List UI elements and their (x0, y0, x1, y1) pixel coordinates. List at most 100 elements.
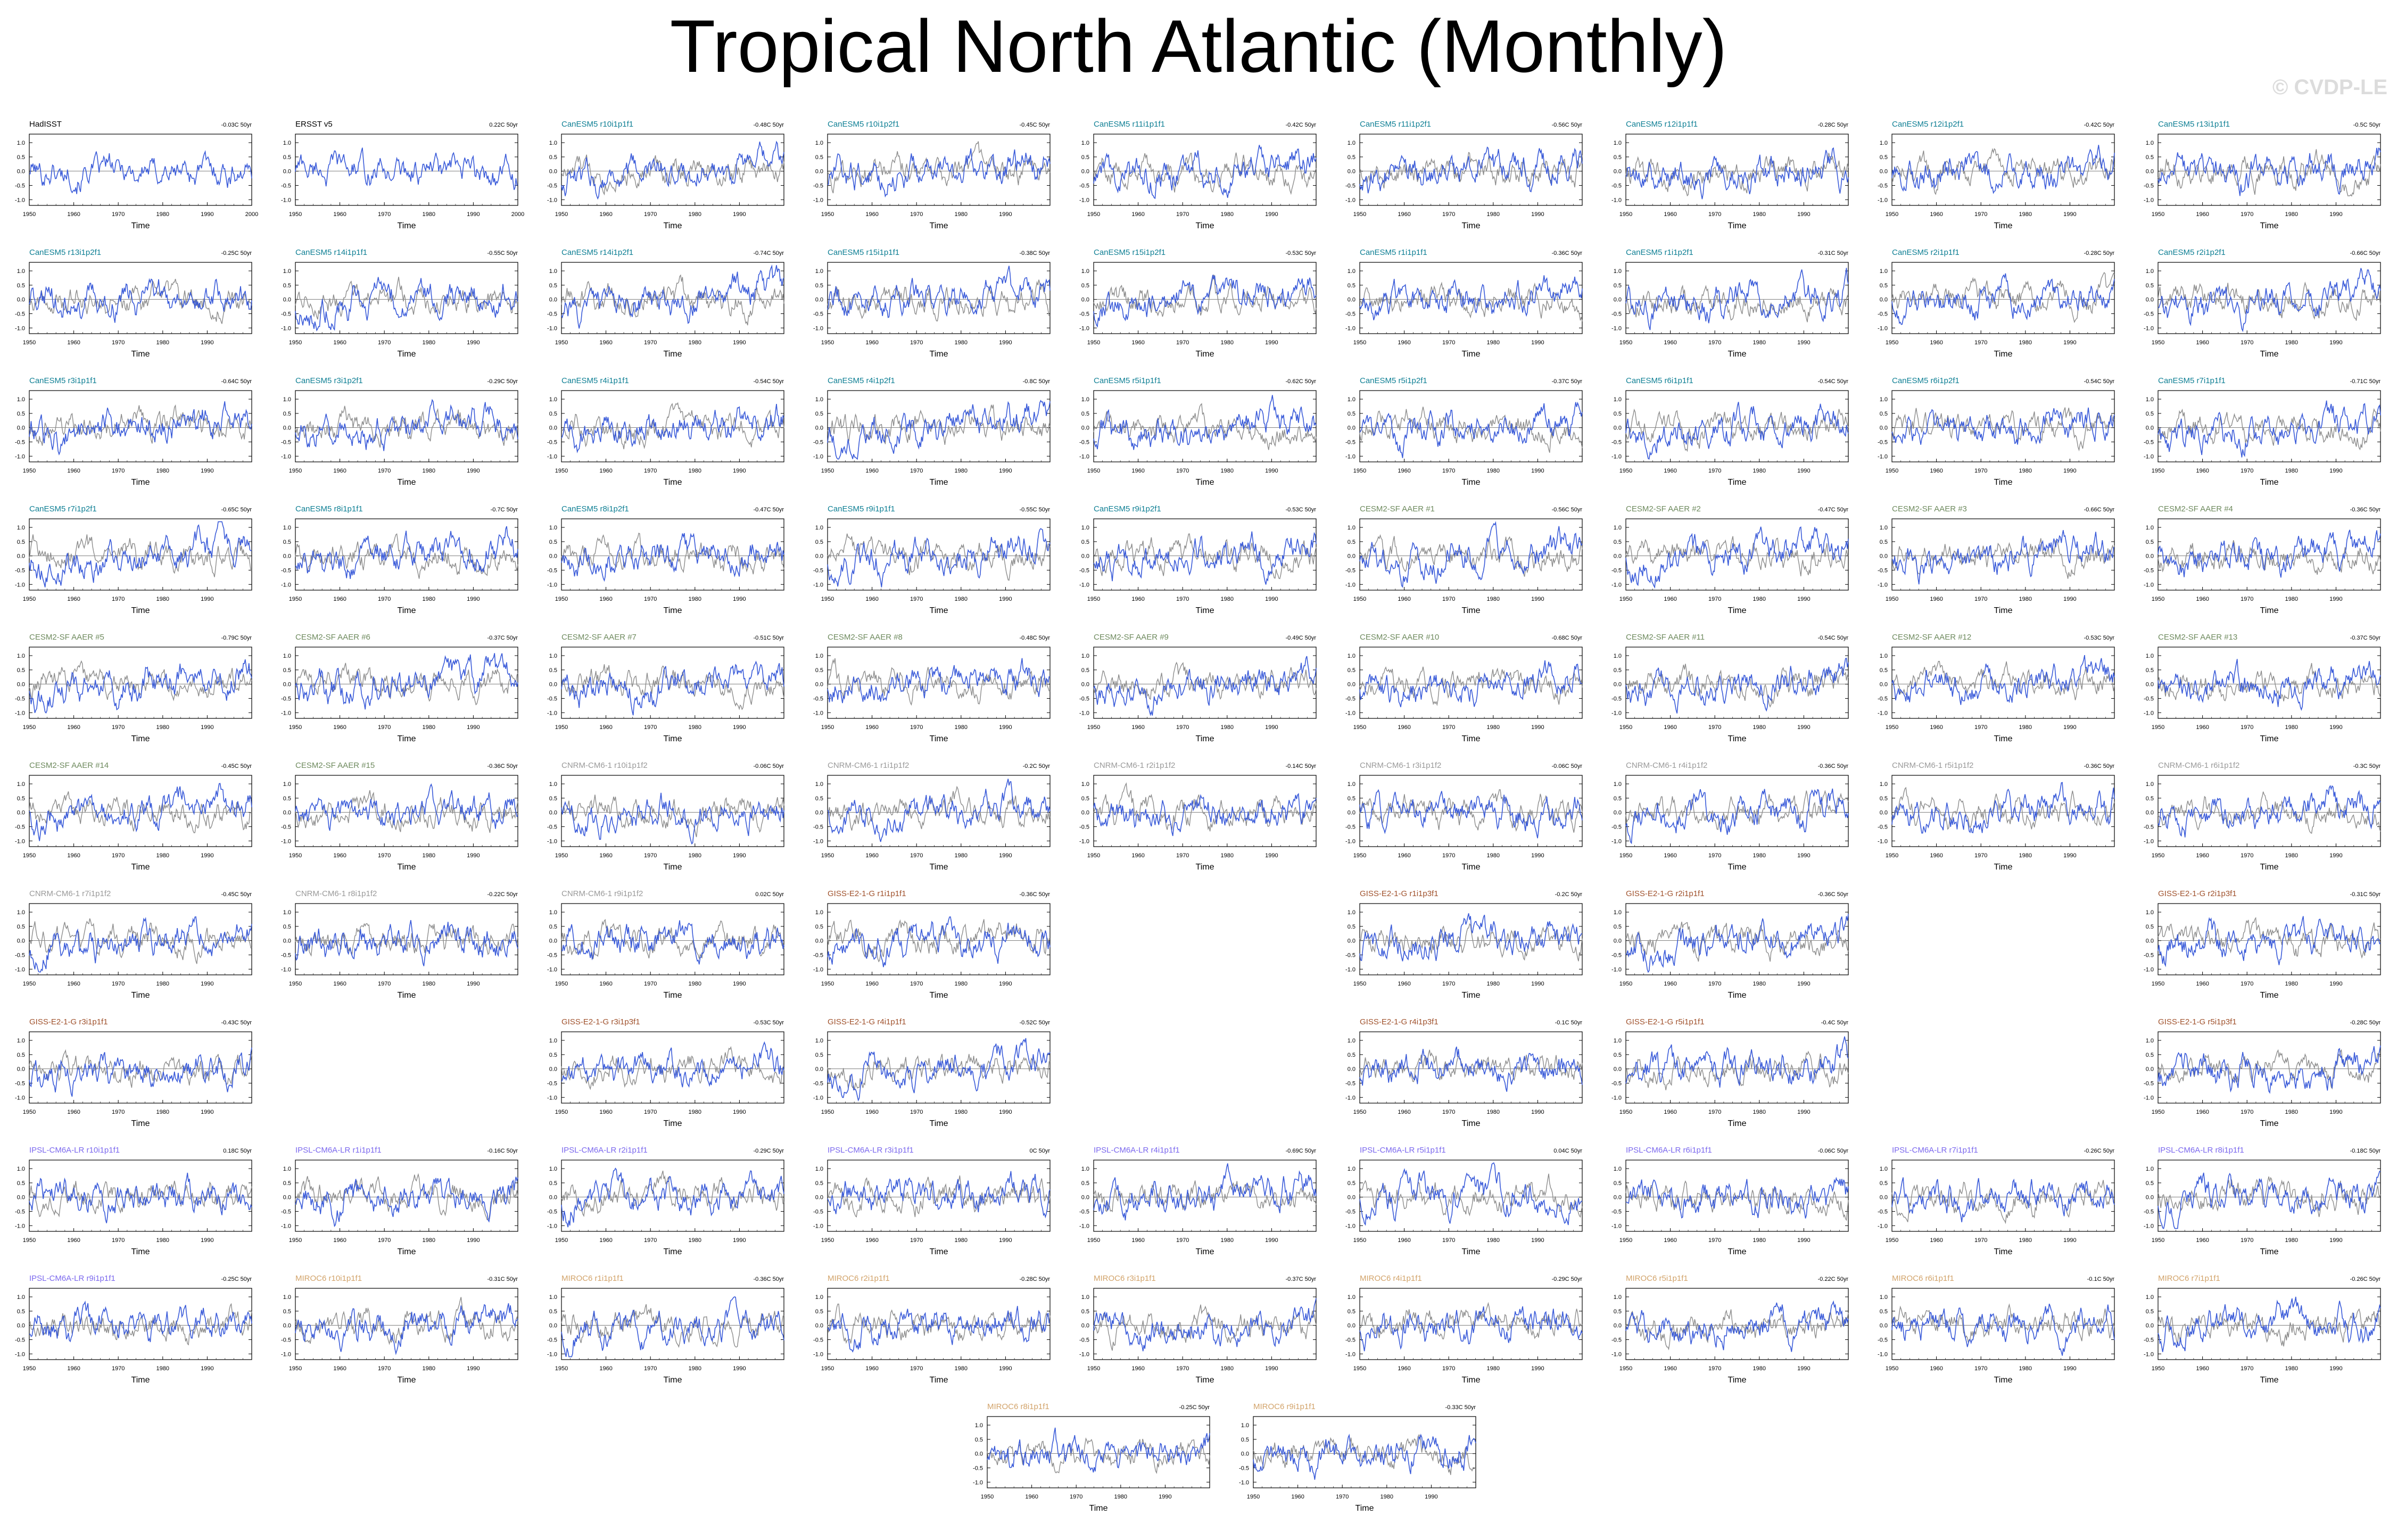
y-tick-label: -1.0 (15, 838, 25, 844)
x-tick-label: 1980 (156, 211, 169, 218)
panel: CESM2-SF AAER #13 -0.37C 50yr 1.0 0.5 0.0 -0.… (2144, 633, 2381, 743)
x-tick-label: 1950 (1619, 1237, 1632, 1244)
x-tick-label: 1970 (112, 596, 125, 602)
x-tick-label: 1950 (289, 468, 302, 474)
y-tick-label: 1.0 (283, 653, 291, 659)
series-line (827, 528, 1051, 587)
x-axis-label: Time (2260, 863, 2279, 872)
plot-frame (1625, 1031, 1849, 1104)
x-tick-label: 1960 (1131, 1237, 1144, 1244)
series-line (561, 140, 784, 200)
series-line (29, 1172, 252, 1223)
y-tick-label: -0.5 (1345, 439, 1355, 445)
x-tick-label: 1980 (1221, 724, 1234, 731)
panel: MIROC6 r4i1p1f1 -0.29C 50yr 1.0 0.5 0.0 -0.5 -… (1345, 1274, 1583, 1385)
x-axis-label: Time (131, 1119, 150, 1128)
observation-series-line (2158, 540, 2381, 575)
y-tick-label: 0.0 (549, 169, 557, 175)
y-tick-label: -1.0 (547, 710, 557, 716)
x-tick-label: 1970 (1974, 468, 1987, 474)
x-tick-label: 1950 (1353, 852, 1366, 859)
panel-trend: -0.55C 50yr (1020, 507, 1051, 513)
x-tick-label: 1980 (2019, 852, 2032, 859)
plot-frame (29, 518, 252, 591)
plot-frame (2158, 134, 2381, 206)
x-tick-label: 1960 (1131, 724, 1144, 731)
x-axis-label: Time (398, 221, 416, 230)
y-tick-label: -0.5 (1611, 1080, 1622, 1087)
x-tick-label: 1960 (1398, 596, 1410, 602)
x-tick-label: 1990 (201, 1109, 213, 1115)
y-tick-label: 1.0 (2146, 909, 2154, 916)
x-tick-label: 1990 (467, 1237, 480, 1244)
x-axis-label: Time (2260, 991, 2279, 1000)
y-tick-label: 1.0 (17, 268, 25, 275)
y-tick-label: -1.0 (281, 197, 291, 203)
panel-title: CanESM5 r12i1p1f1 (1626, 120, 1698, 129)
x-tick-label: 1970 (910, 724, 923, 731)
x-axis-label: Time (1994, 350, 2013, 359)
x-tick-label: 1980 (1753, 596, 1766, 602)
x-tick-label: 1990 (999, 981, 1012, 987)
y-tick-label: 1.0 (1348, 781, 1355, 788)
y-tick-label: 0.5 (1614, 154, 1622, 161)
observation-series-line (1625, 1180, 1849, 1221)
x-tick-label: 1960 (1131, 468, 1144, 474)
panel-title: CanESM5 r14i1p2f1 (561, 248, 633, 257)
x-tick-label: 1970 (1974, 1365, 1987, 1372)
panel: CNRM-CM6-1 r8i1p1f2 -0.22C 50yr 1.0 0.5 0.0 -… (281, 889, 518, 1000)
observation-series-line (1625, 153, 1849, 197)
series-line (561, 1041, 784, 1088)
y-tick-label: -1.0 (1079, 197, 1089, 203)
x-tick-label: 1970 (1442, 724, 1455, 731)
y-tick-label: 0.5 (815, 283, 823, 289)
x-tick-label: 1990 (201, 1365, 213, 1372)
y-tick-label: -1.0 (15, 197, 25, 203)
observation-series-line (827, 404, 1051, 445)
x-tick-label: 1970 (1974, 1237, 1987, 1244)
panel: MIROC6 r3i1p1f1 -0.37C 50yr 1.0 0.5 0.0 -0.5 -… (1079, 1274, 1317, 1385)
plot-frame (295, 134, 518, 206)
y-tick-label: -1.0 (2144, 582, 2154, 588)
panel-title: CanESM5 r15i1p1f1 (828, 248, 899, 257)
panel-trend: -0.56C 50yr (1552, 122, 1583, 128)
y-tick-label: 1.0 (17, 653, 25, 659)
y-tick-label: -0.5 (2144, 1080, 2154, 1087)
observation-series-line (2158, 1176, 2381, 1218)
y-tick-label: -1.0 (1079, 710, 1089, 716)
x-tick-label: 1950 (1619, 852, 1632, 859)
y-tick-label: 0.5 (1614, 1052, 1622, 1058)
y-tick-label: 0.5 (17, 667, 25, 674)
x-tick-label: 1990 (201, 852, 213, 859)
panel-title: GISS-E2-1-G r5i1p1f1 (1626, 1017, 1705, 1026)
panel: ERSST v5 0.22C 50yr 1.0 0.5 0.0 -0.5 -1.0 1950 1… (281, 120, 524, 230)
panel-title: IPSL-CM6A-LR r6i1p1f1 (1626, 1146, 1712, 1155)
y-tick-label: 0.5 (1614, 796, 1622, 802)
panel-trend: -0.1C 50yr (2087, 1276, 2115, 1282)
x-tick-label: 1960 (599, 852, 612, 859)
plot-frame (561, 1288, 784, 1360)
y-tick-label: 0.5 (17, 796, 25, 802)
y-tick-label: 0.5 (283, 796, 291, 802)
panel-title: GISS-E2-1-G r2i1p1f1 (1626, 889, 1705, 898)
x-axis-label: Time (930, 1247, 948, 1256)
x-tick-label: 1970 (910, 211, 923, 218)
panel: IPSL-CM6A-LR r5i1p1f1 0.04C 50yr 1.0 0.5 0.0… (1345, 1146, 1583, 1256)
x-tick-label: 1980 (689, 340, 701, 346)
observation-series-line (29, 918, 252, 964)
x-axis-label: Time (664, 991, 682, 1000)
x-tick-label: 1990 (733, 211, 746, 218)
series-line (1359, 789, 1583, 839)
y-tick-label: -0.5 (813, 1080, 823, 1087)
x-tick-label: 1960 (1664, 1237, 1676, 1244)
y-tick-label: 0.0 (2146, 297, 2154, 303)
panel-title: MIROC6 r7i1p1f1 (2158, 1274, 2220, 1283)
x-tick-label: 1990 (2329, 211, 2342, 218)
x-axis-label: Time (1728, 1376, 1747, 1385)
panel-title: CNRM-CM6-1 r1i1p1f2 (828, 761, 909, 770)
x-tick-label: 1980 (156, 1365, 169, 1372)
y-tick-label: 1.0 (1348, 268, 1355, 275)
y-tick-label: 0.5 (815, 1052, 823, 1058)
x-axis-label: Time (2260, 1119, 2279, 1128)
panel: CESM2-SF AAER #4 -0.36C 50yr 1.0 0.5 0.0 -0.5… (2144, 504, 2381, 615)
